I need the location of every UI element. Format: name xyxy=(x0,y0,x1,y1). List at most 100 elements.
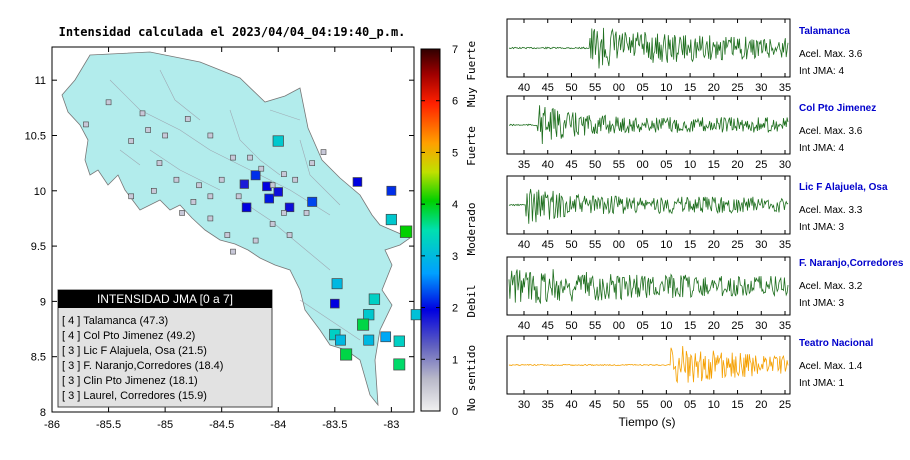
waveform-tick-label: 45 xyxy=(542,82,554,94)
colorbar-tick-label: 5 xyxy=(452,147,458,159)
waveform-trace xyxy=(508,269,789,305)
waveform-tick-label: 40 xyxy=(565,399,577,411)
station-marker xyxy=(162,132,168,139)
waveform-tick-label: 40 xyxy=(518,82,530,94)
waveform-tick-label: 25 xyxy=(779,399,791,411)
waveform-tick-label: 20 xyxy=(708,239,720,251)
station-marker xyxy=(239,179,249,189)
waveform-tick-label: 05 xyxy=(684,399,696,411)
waveform-tick-label: 25 xyxy=(755,159,767,171)
colorbar-label-muy-fuerte: Muy Fuerte xyxy=(465,41,478,107)
station-marker xyxy=(330,298,340,309)
waveform-tick-label: 05 xyxy=(660,159,672,171)
station-marker xyxy=(247,154,253,161)
waveform-tick-label: 00 xyxy=(637,159,649,171)
legend-title: INTENSIDAD JMA [0 a 7] xyxy=(97,292,233,306)
intensity-colorbar: 0 1 2 3 4 5 6 7 No sentido Debil Moderado Fuert… xyxy=(420,41,478,418)
station-name: Teatro Nacional xyxy=(799,338,873,349)
station-marker xyxy=(179,210,185,216)
station-name: Col Pto Jimenez xyxy=(799,103,876,114)
station-marker xyxy=(139,110,146,117)
colorbar-tick-label: 2 xyxy=(452,303,458,315)
station-marker xyxy=(264,193,275,204)
colorbar-label-moderado: Moderado xyxy=(465,203,478,256)
station-marker xyxy=(399,225,413,238)
station-intensity: Int JMA: 4 xyxy=(799,66,844,77)
station-accel: Acel. Max. 3.2 xyxy=(799,281,863,292)
waveform-tick-label: 00 xyxy=(613,82,625,94)
station-marker xyxy=(258,165,265,172)
waveform-tick-label: 35 xyxy=(779,239,791,251)
station-marker xyxy=(352,177,363,187)
waveform-tick-label: 55 xyxy=(613,159,625,171)
station-marker xyxy=(128,193,134,200)
map-xtick-label: -85.5 xyxy=(96,419,121,431)
station-marker xyxy=(303,210,310,216)
map-title: Intensidad calculada el 2023/04/04_04:19… xyxy=(59,25,406,40)
station-marker xyxy=(385,213,397,226)
map-axis-ticks: -86 -85.5 -85 -84.5 -84 -83.5 -83 11 10.5 10 9.5 9 8… xyxy=(25,47,414,431)
colorbar-tick-label: 4 xyxy=(452,199,458,211)
station-marker xyxy=(363,334,375,346)
map-river-lines xyxy=(109,69,361,341)
legend-box xyxy=(57,289,273,408)
station-marker xyxy=(145,127,151,133)
station-marker xyxy=(357,318,370,331)
colorbar-tick-label: 3 xyxy=(452,251,458,263)
waveform-panel xyxy=(506,175,791,235)
map-ytick-label: 10.5 xyxy=(25,130,46,142)
station-marker xyxy=(224,232,231,238)
waveform-trace xyxy=(508,345,789,384)
intensity-map-chart: Intensidad calculada el 2023/04/04_04:19… xyxy=(25,25,478,431)
station-marker xyxy=(218,176,225,183)
station-marker xyxy=(309,160,315,166)
station-marker xyxy=(207,132,214,139)
map-xtick-label: -83 xyxy=(383,419,399,431)
waveform-tick-label: 30 xyxy=(518,399,530,411)
waveform-tick-label: 00 xyxy=(613,239,625,251)
station-marker xyxy=(156,160,163,166)
waveform-tick-label: 10 xyxy=(684,159,696,171)
map-ytick-label: 9.5 xyxy=(31,241,46,253)
waveform-tick-label: 20 xyxy=(755,399,767,411)
waveform-tick-label: 15 xyxy=(684,320,696,332)
waveform-tick-label: 30 xyxy=(779,159,791,171)
waveform-xlabel: Tiempo (s) xyxy=(619,415,676,429)
waveform-tick-label: 45 xyxy=(565,159,577,171)
station-marker xyxy=(105,99,112,106)
legend-item: [ 3 ] Laurel, Corredores (15.9) xyxy=(62,390,207,402)
legend-header xyxy=(58,290,272,308)
waveform-tick-label: 40 xyxy=(518,320,530,332)
colorbar-ticks: 0 1 2 3 4 5 6 7 xyxy=(421,44,458,418)
waveform-tick-label: 40 xyxy=(518,239,530,251)
station-marker xyxy=(320,149,327,155)
station-marker xyxy=(292,176,299,183)
station-marker xyxy=(281,171,287,177)
waveform-tick-label: 45 xyxy=(542,320,554,332)
colorbar-gradient xyxy=(420,48,441,412)
station-marker xyxy=(190,199,197,205)
waveform-tick-label: 05 xyxy=(637,320,649,332)
waveform-tick-label: 25 xyxy=(731,239,743,251)
legend-item: [ 4 ] Talamanca (47.3) xyxy=(62,315,168,327)
station-marker xyxy=(151,187,157,194)
costa-rica-land xyxy=(61,51,411,407)
legend-item: [ 4 ] Col Pto Jimenez (49.2) xyxy=(62,330,195,342)
waveform-panel xyxy=(506,18,791,78)
station-marker xyxy=(331,278,343,290)
waveform-tick-label: 50 xyxy=(565,320,577,332)
waveform-tick-label: 35 xyxy=(542,399,554,411)
station-markers xyxy=(83,99,422,371)
waveform-tick-label: 15 xyxy=(684,82,696,94)
station-marker xyxy=(286,232,293,238)
waveform-tick-label: 50 xyxy=(565,82,577,94)
waveform-tick-label: 30 xyxy=(755,82,767,94)
map-legend: INTENSIDAD JMA [0 a 7] [ 4 ] Talamanca (… xyxy=(57,289,273,408)
station-marker xyxy=(250,170,261,181)
waveform-tick-label: 20 xyxy=(731,159,743,171)
map-ytick-label: 8 xyxy=(40,407,46,419)
station-marker xyxy=(340,348,353,361)
map-xtick-label: -86 xyxy=(44,419,60,431)
station-marker xyxy=(207,215,214,222)
station-marker xyxy=(335,334,346,346)
